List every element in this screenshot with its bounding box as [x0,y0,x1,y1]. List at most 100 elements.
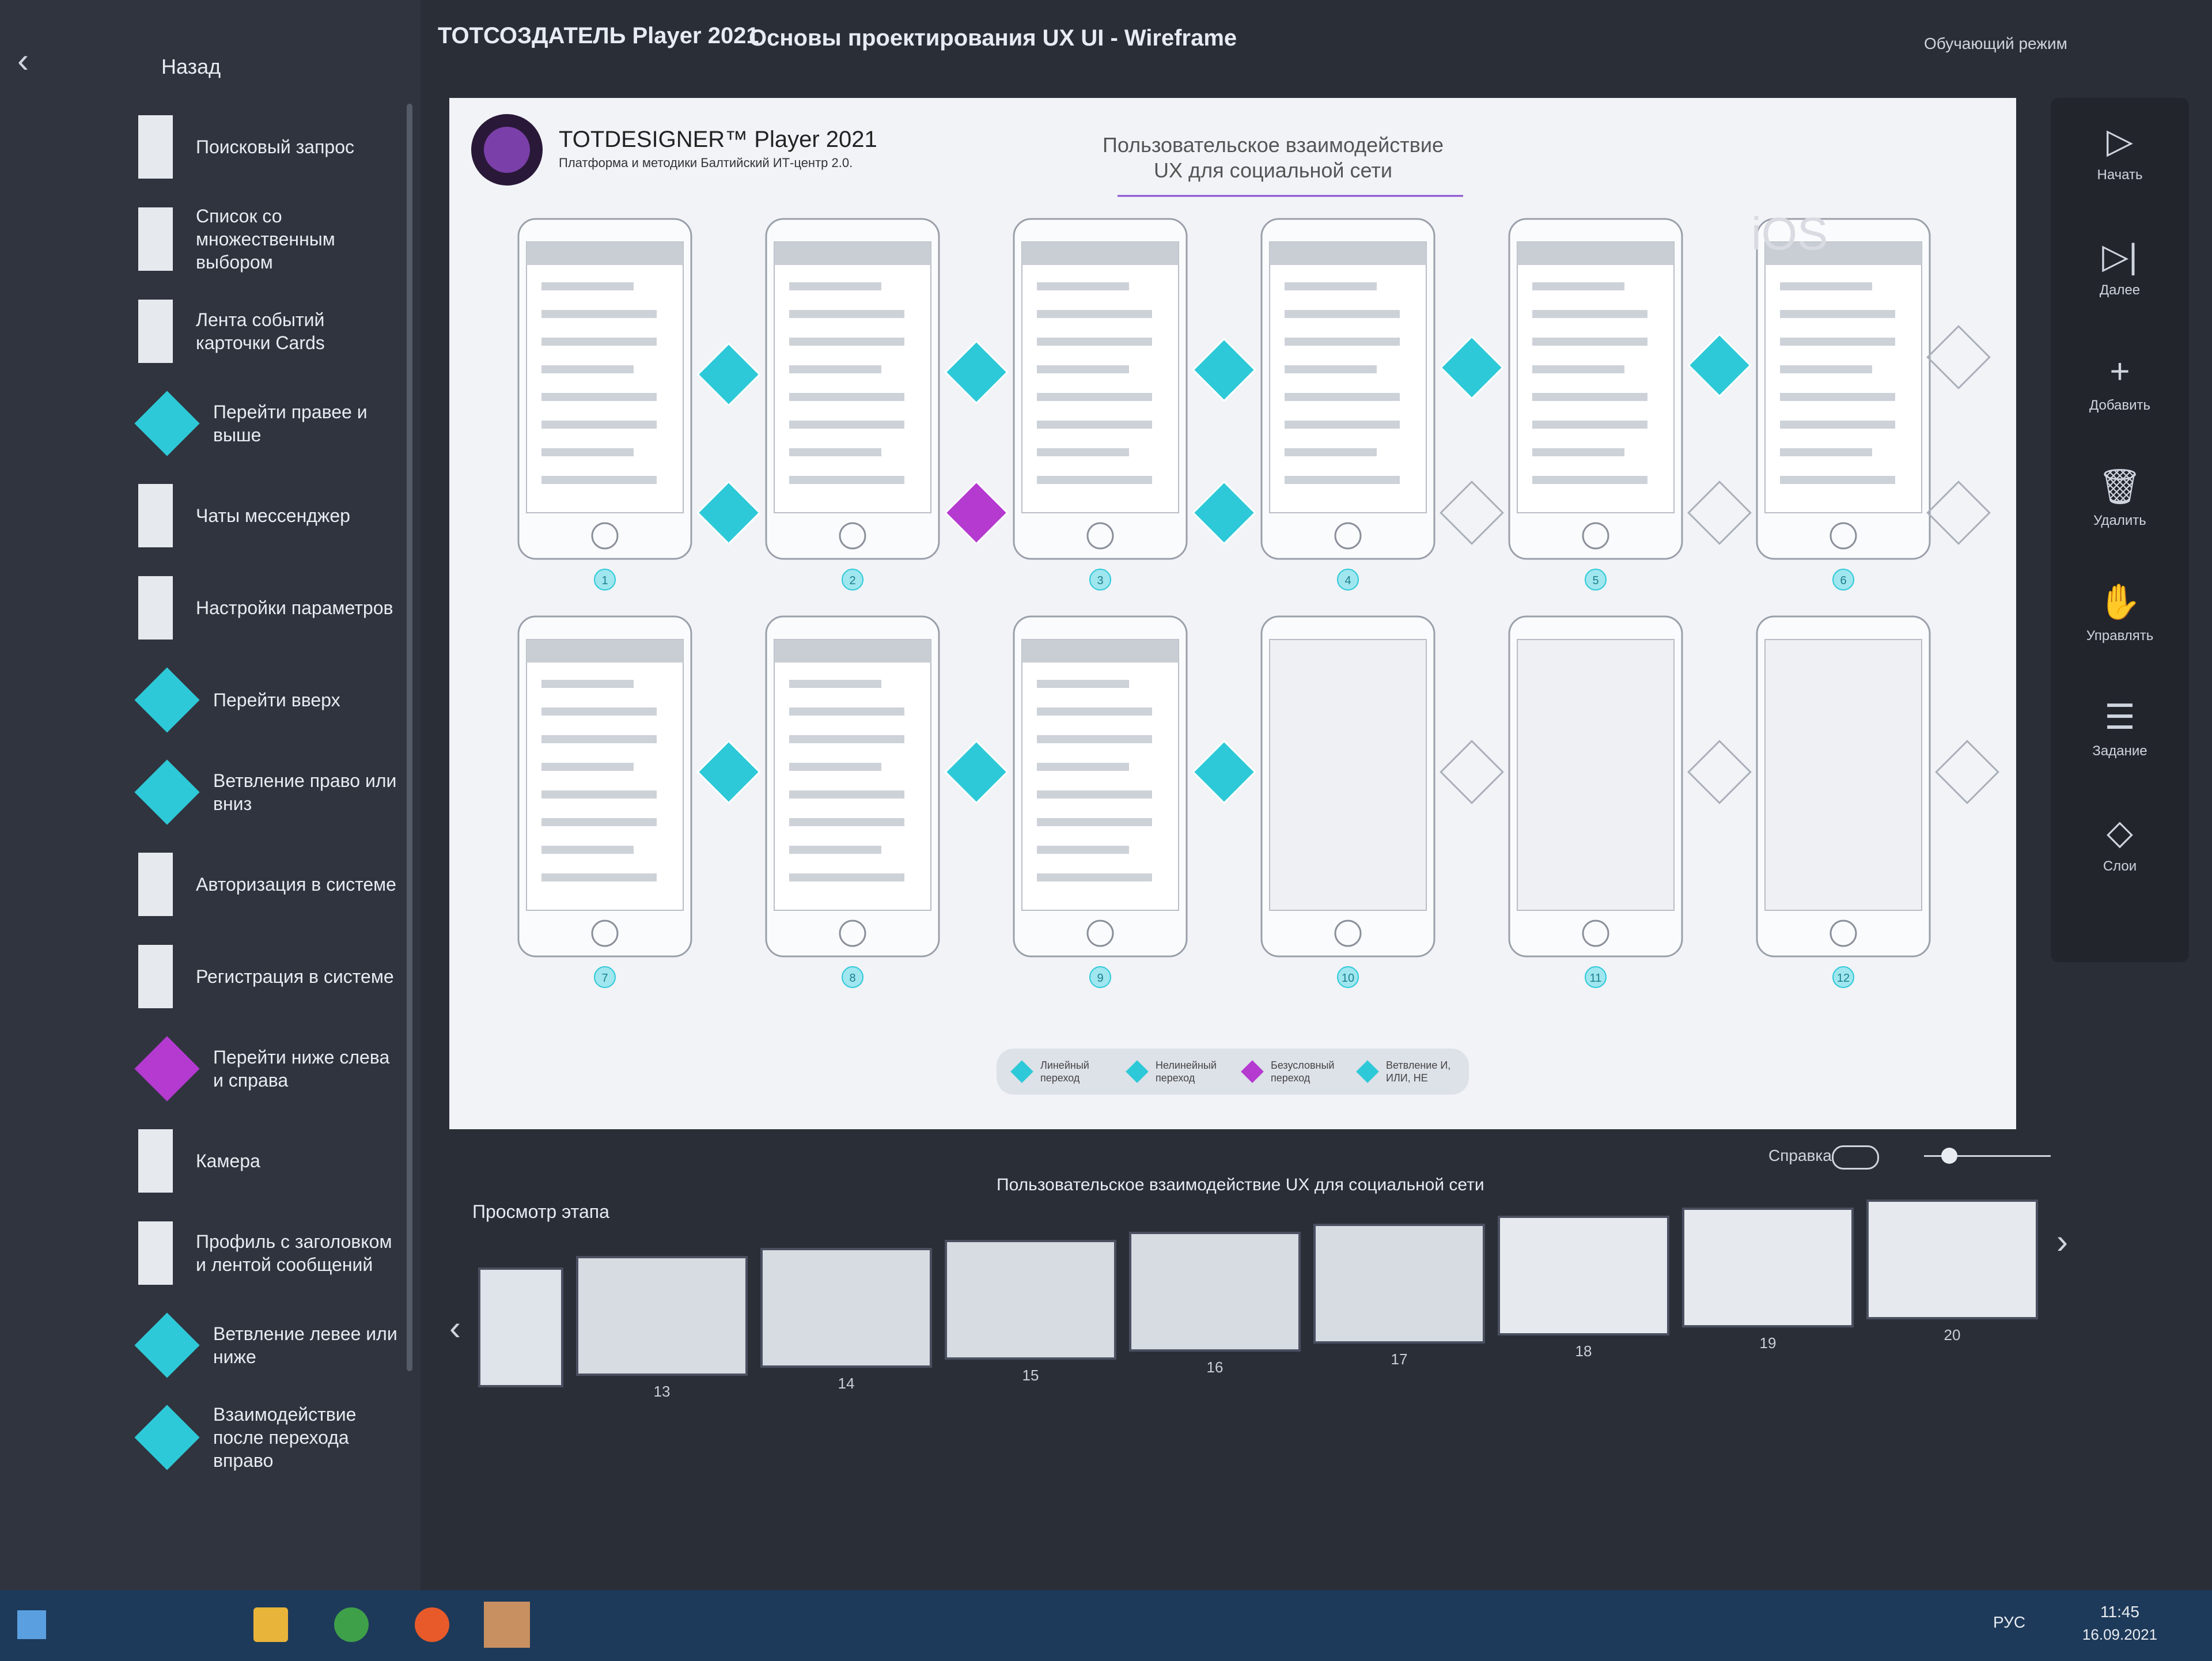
header-bar [1022,640,1179,663]
toolbar-button[interactable]: 🗑 Удалить [2051,461,2189,576]
item-label: Поисковый запрос [196,137,354,157]
back-arrow[interactable]: ‹ [17,41,29,80]
stage-label: Просмотр этапа [472,1201,609,1222]
thumbnail-number: 19 [1759,1334,1777,1352]
toolbar-icon: ◇ [2106,813,2134,852]
right-toolbar: ▷ Начать ▷| Далее + Добавить 🗑 Удалить ✋ Управлят… [2051,98,2189,962]
mode-selector[interactable]: Обучающий режим [1924,35,2067,52]
content-line [1037,707,1152,716]
canvas-drawing: 1 2 3 4 5 67 8 9 10 11 12 [471,114,1999,988]
sidebar-item[interactable]: Камера [0,1118,403,1204]
stage-thumbnail[interactable] [945,1240,1116,1360]
screen-number-badge [1585,569,1607,591]
stage-thumbnail[interactable] [1498,1216,1669,1335]
content-line [789,873,904,881]
toolbar-icon: ✋ [2098,582,2142,621]
sidebar-item[interactable]: Лента событий карточки Cards [0,288,403,374]
content-line [541,338,657,346]
thumbnail-partial[interactable] [478,1267,563,1387]
explorer-icon[interactable] [253,1607,288,1642]
content-line [541,476,657,484]
clock-date[interactable]: 16.09.2021 [2082,1626,2158,1643]
stage-thumbnail[interactable] [760,1248,932,1368]
screen-number-badge [594,966,616,988]
thumbs-prev[interactable]: ‹ [449,1308,461,1347]
header-bar [527,640,683,663]
sidebar-item[interactable]: Авторизация в системе [0,841,403,928]
item-label: Взаимодействие после перехода вправо [213,1404,357,1471]
legend-label: Линейный переход [1040,1060,1089,1084]
content-line [541,707,657,716]
sidebar-item[interactable]: Перейти правее и выше [0,380,403,467]
scrollbar[interactable] [407,104,412,1371]
toolbar-button[interactable]: + Добавить [2051,346,2189,461]
legend-label: Ветвление И, ИЛИ, НЕ [1386,1060,1451,1084]
home-button [1830,522,1857,550]
zoom-slider[interactable] [1924,1155,2051,1157]
header-bar [1270,242,1426,265]
toolbar-label: Удалить [2093,513,2146,528]
item-label: Авторизация в системе [196,874,396,895]
stage-thumbnail[interactable] [1313,1224,1485,1344]
stage-thumbnail[interactable] [1682,1208,1854,1327]
screen-number: 3 [1097,574,1103,587]
toolbar-button[interactable]: ◇ Слои [2051,807,2189,922]
content-line [1285,476,1400,484]
firefox-icon[interactable] [415,1607,449,1642]
thumbnail-number: 17 [1391,1350,1408,1368]
branch-diamond [1687,740,1752,804]
sidebar-item[interactable]: Перейти вверх [0,657,403,743]
stage-thumbnail[interactable] [576,1256,748,1376]
content-line [789,680,881,688]
toolbar-button[interactable]: ▷| Далее [2051,230,2189,346]
chrome-icon[interactable] [334,1607,369,1642]
content-line [1037,790,1152,799]
toolbar-icon: ▷ [2106,122,2134,160]
start-button[interactable] [17,1610,46,1639]
transition-icon [134,1312,200,1378]
item-thumbnail [138,115,173,179]
sidebar-item[interactable]: Настройки параметров [0,565,403,651]
sidebar-item[interactable]: Профиль с заголовком и лентой сообщений [0,1210,403,1296]
content-line [1037,421,1152,429]
sidebar-item[interactable]: Ветвление левее или ниже [0,1302,403,1388]
content-line [541,365,634,373]
content-line [541,310,657,318]
canvas-heading: Пользовательское взаимодействие UX для с… [1102,133,1444,182]
sidebar-item[interactable]: Регистрация в системе [0,933,403,1020]
item-thumbnail [138,1129,173,1193]
toolbar-button[interactable]: ☰ Задание [2051,691,2189,807]
phone-wireframe: 12 [1756,615,1931,988]
sidebar-item[interactable]: Ветвление право или вниз [0,749,403,835]
screen-number-badge [1337,966,1359,988]
item-thumbnail [138,576,173,640]
content-line [1037,818,1152,826]
thumbs-next[interactable]: › [2056,1222,2068,1261]
toolbar-label: Добавить [2089,398,2151,413]
home-button [839,522,866,550]
player-icon[interactable] [484,1602,530,1648]
help-toggle[interactable] [1832,1145,1879,1170]
item-label: Чаты мессенджер [196,505,350,526]
stage-thumbnail[interactable] [1866,1200,2038,1319]
toolbar-button[interactable]: ✋ Управлять [2051,576,2189,691]
clock-time[interactable]: 11:45 [2100,1603,2139,1621]
sidebar-item[interactable]: Перейти ниже слева и справа [0,1026,403,1112]
transition-icon [134,1405,200,1470]
content-line [541,735,657,743]
screen-number: 9 [1097,972,1103,985]
phone-wireframe: 5 [1508,218,1683,591]
sidebar-item[interactable]: Поисковый запрос [0,104,403,190]
toolbar-label: Задание [2092,743,2147,759]
stage-thumbnail[interactable] [1129,1232,1301,1352]
content-line [541,282,634,290]
zoom-handle[interactable] [1941,1148,1957,1164]
sidebar-item[interactable]: Список со множественным выбором [0,196,403,282]
back-button[interactable]: Назад [161,55,221,78]
toolbar-button[interactable]: ▷ Начать [2051,115,2189,230]
sidebar-item[interactable]: Взаимодействие после перехода вправо [0,1394,403,1481]
home-button [1582,522,1609,550]
sidebar-item[interactable]: Чаты мессенджер [0,472,403,559]
language[interactable]: РУС [1993,1613,2026,1631]
legend: Линейный переход Нелинейный переход Безусл… [997,1049,1469,1095]
